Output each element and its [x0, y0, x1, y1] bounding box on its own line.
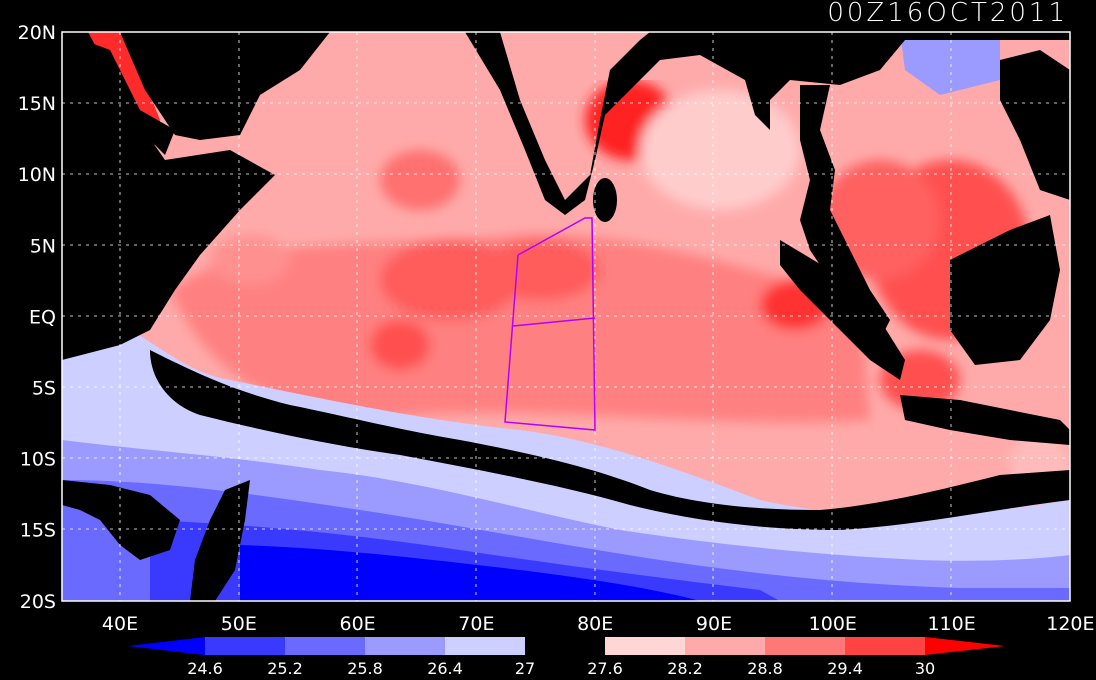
- lon-label: 70E: [458, 613, 494, 635]
- lat-label: 20S: [20, 591, 56, 613]
- land: [62, 32, 1070, 601]
- colorbar-tick-label: 28.8: [747, 659, 783, 678]
- colorbar-segment: [605, 637, 685, 655]
- colorbar-tick-label: 27.6: [587, 659, 623, 678]
- colorbar-left-arrow: [128, 637, 205, 655]
- grid: [62, 32, 1070, 601]
- colorbar-segment: [685, 637, 765, 655]
- lon-axis: 40E 50E 60E 70E 80E 90E 100E 110E 120E: [102, 613, 1095, 635]
- lon-label: 110E: [927, 613, 975, 635]
- colorbar-segment: [765, 637, 845, 655]
- lon-label: 50E: [221, 613, 257, 635]
- lat-label: 10S: [20, 449, 56, 471]
- lat-label: 5N: [30, 235, 56, 257]
- colorbar: 24.6 25.2 25.8 26.4 27 27.6 28.2 28.8 29.4 30: [128, 637, 1005, 678]
- study-region-box: [504, 217, 596, 431]
- colorbar-tick-label: 26.4: [427, 659, 463, 678]
- colorbar-segment: [285, 637, 365, 655]
- colorbar-segment: [845, 637, 925, 655]
- colorbar-right-arrow: [925, 637, 1005, 655]
- colorbar-tick-label: 30: [915, 659, 935, 678]
- plot-frame: [61, 31, 1071, 602]
- lon-label: 100E: [809, 613, 857, 635]
- lon-label: 90E: [696, 613, 732, 635]
- lon-label: 80E: [577, 613, 613, 635]
- colorbar-tick-label: 25.8: [347, 659, 383, 678]
- colorbar-segment: [525, 637, 605, 655]
- map-title: 00Z16OCT2011: [827, 0, 1068, 28]
- lat-label: 15N: [18, 93, 56, 115]
- lat-label: 15S: [20, 520, 56, 542]
- lon-label: 120E: [1046, 613, 1094, 635]
- lon-label: 60E: [340, 613, 376, 635]
- colorbar-segment: [445, 637, 525, 655]
- map-field: [62, 32, 1070, 601]
- lat-axis: 20N 15N 10N 5N EQ 5S 10S 15S 20S: [18, 22, 56, 613]
- colorbar-tick-label: 25.2: [267, 659, 303, 678]
- colorbar-tick-label: 28.2: [667, 659, 703, 678]
- colorbar-segment: [205, 637, 285, 655]
- lat-label: 20N: [18, 22, 56, 44]
- lat-label: EQ: [29, 306, 56, 328]
- colorbar-tick-label: 24.6: [187, 659, 223, 678]
- colorbar-tick-label: 29.4: [827, 659, 863, 678]
- band-246: [240, 545, 700, 601]
- lon-label: 40E: [102, 613, 138, 635]
- lat-label: 5S: [32, 378, 56, 400]
- colorbar-tick-label: 27: [515, 659, 535, 678]
- lat-label: 10N: [18, 164, 56, 186]
- colorbar-segment: [365, 637, 445, 655]
